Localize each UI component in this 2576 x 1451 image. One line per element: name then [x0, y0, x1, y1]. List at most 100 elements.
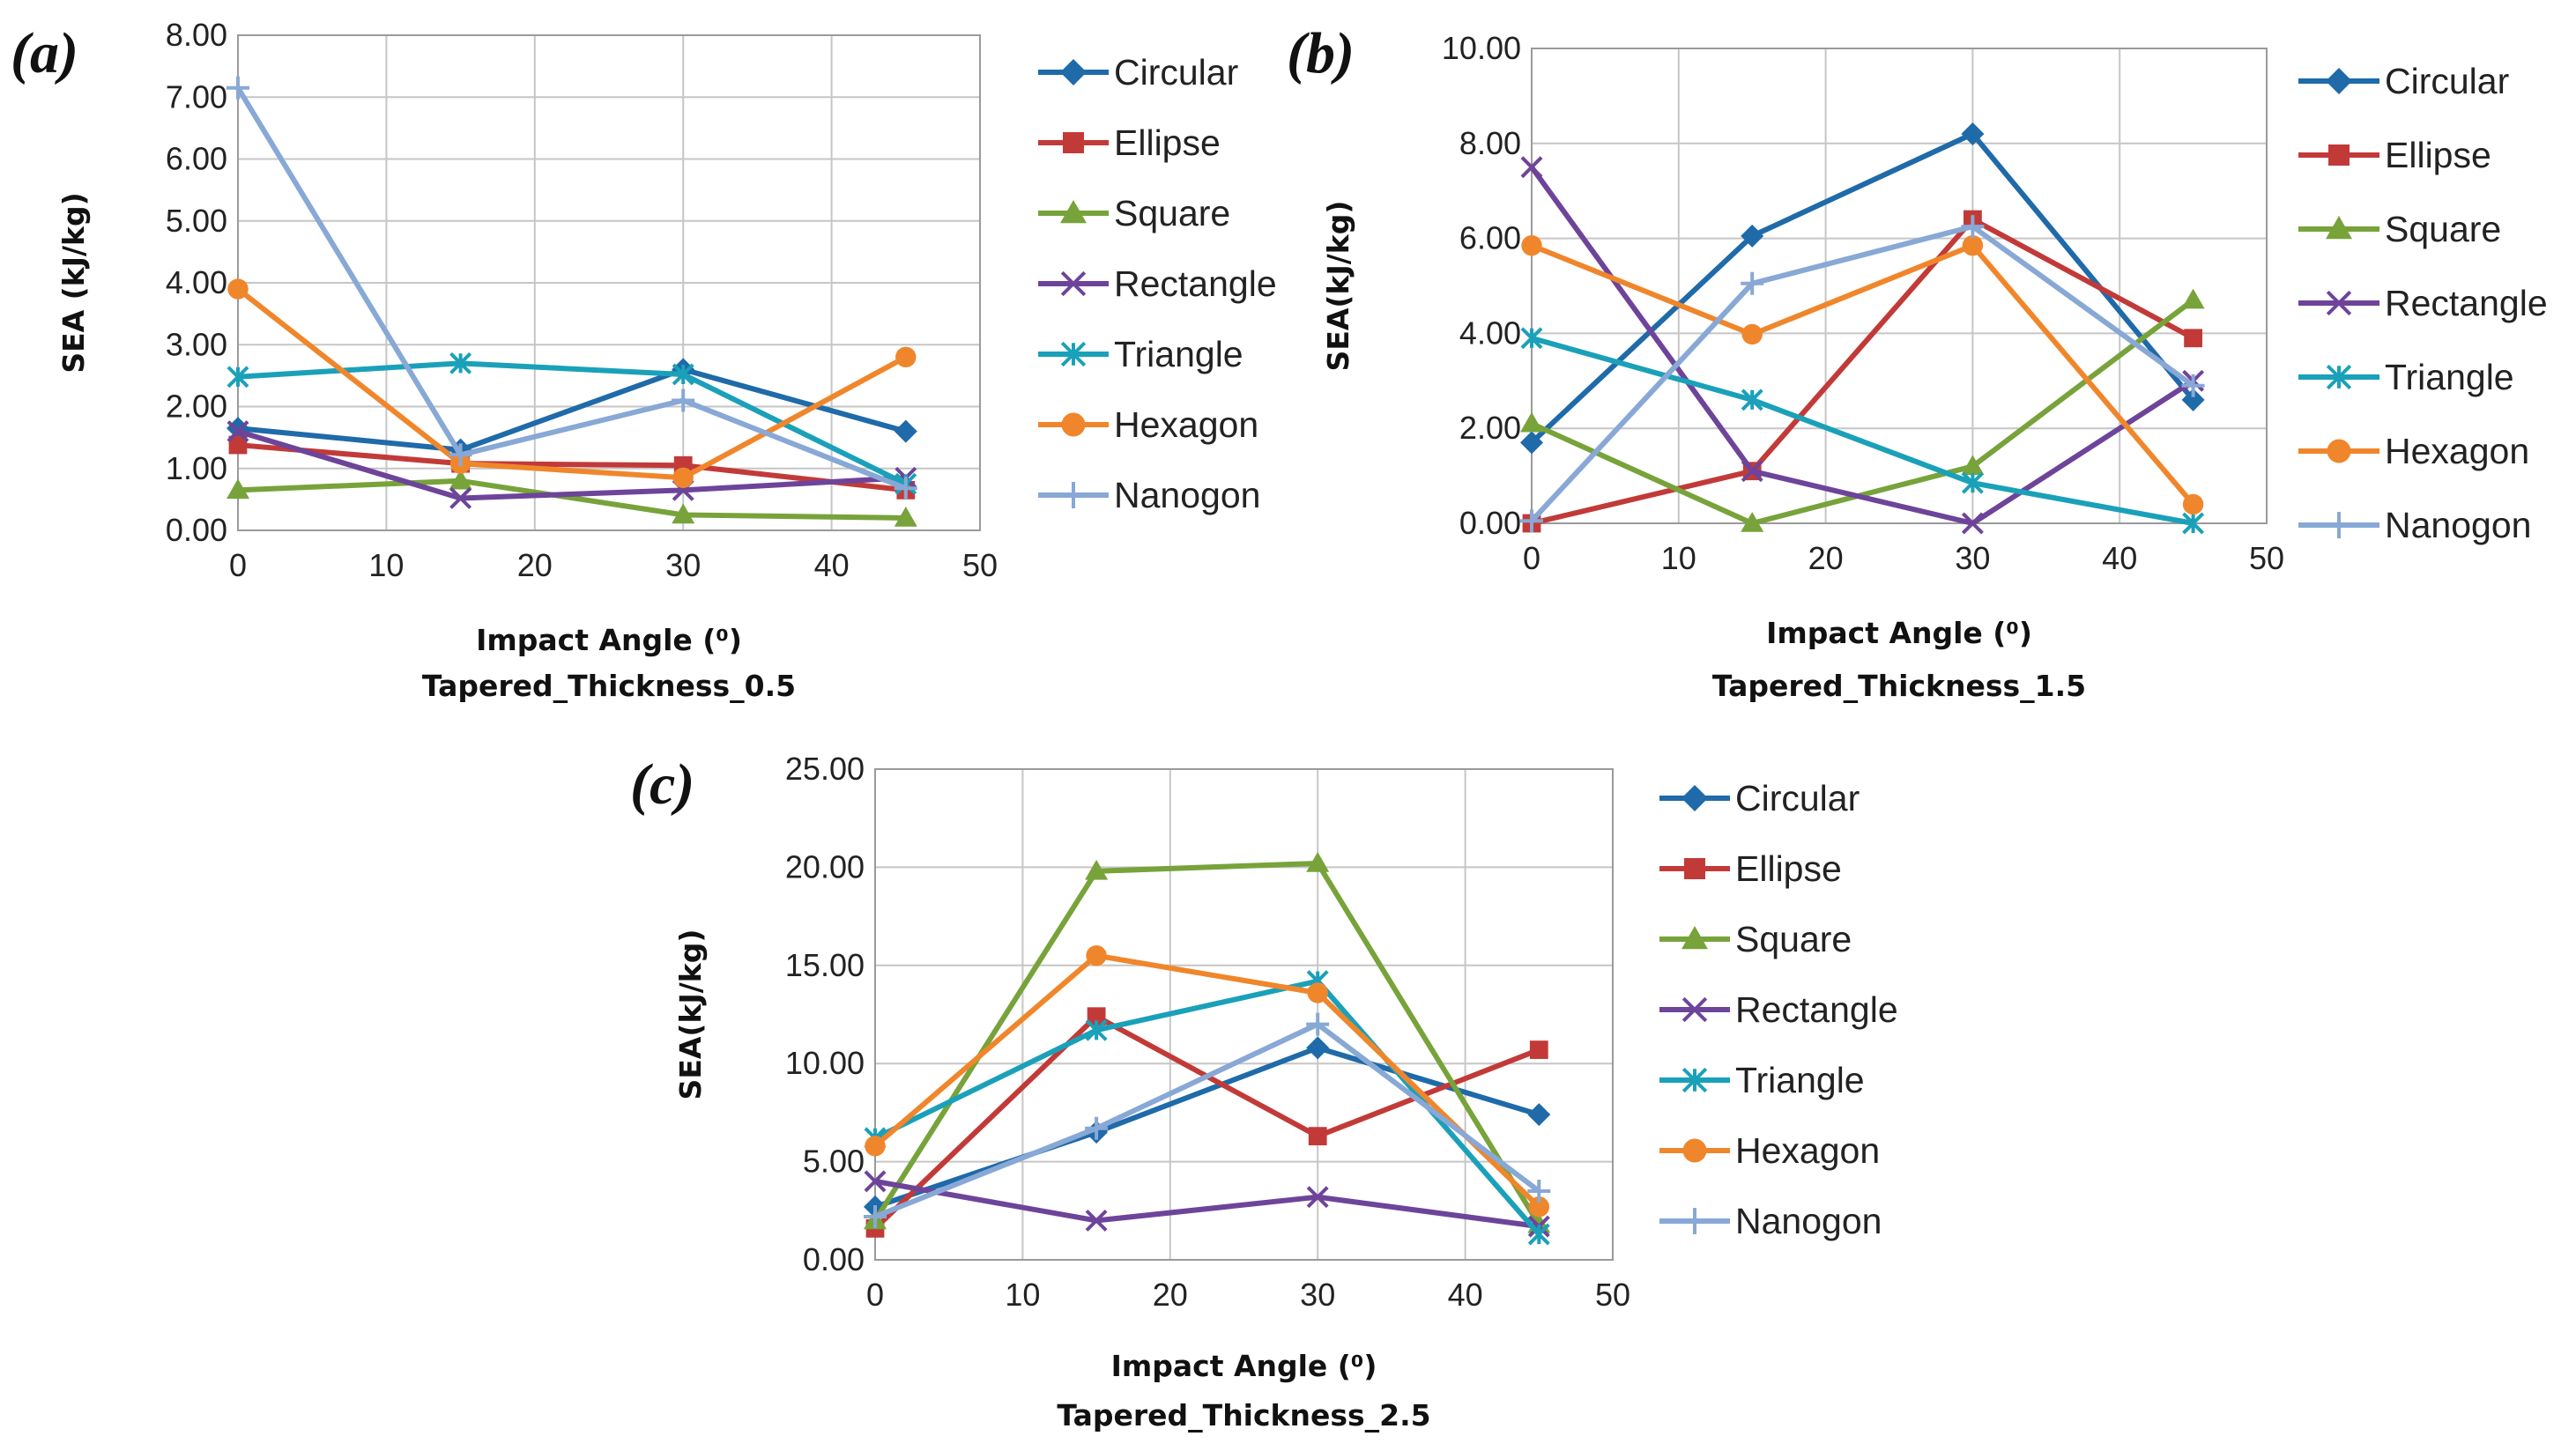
legend-label: Nanogon [1114, 475, 1260, 515]
data-point [1306, 851, 1330, 872]
legend-label: Rectangle [2385, 283, 2548, 323]
series-line-rectangle [237, 428, 906, 501]
legend-marker-circle-icon [1682, 1138, 1707, 1163]
series-line-hexagon [873, 952, 1541, 1210]
legend-item-rectangle: Rectangle [2298, 283, 2548, 323]
data-point [1741, 389, 1763, 411]
data-point [1086, 944, 1107, 966]
series-nanogon [226, 76, 917, 500]
data-point [1306, 1012, 1330, 1036]
legend-item-hexagon: Hexagon [2298, 431, 2529, 471]
data-point [1308, 1127, 1327, 1146]
y-axis-title: SEA (kJ/kg) [56, 192, 91, 373]
data-point [1520, 156, 1543, 179]
legend-marker-plus-icon [1060, 482, 1087, 508]
legend-item-hexagon: Hexagon [1038, 404, 1258, 445]
data-point [672, 503, 695, 524]
legend-marker-diamond-icon [1681, 785, 1708, 811]
data-point [226, 366, 249, 389]
series-nanogon [864, 1012, 1551, 1228]
x-tick-label: 50 [962, 547, 998, 583]
legend-label: Rectangle [1114, 263, 1277, 304]
legend-marker-x-icon [1681, 996, 1708, 1023]
plot-area [874, 768, 1614, 1261]
legend-marker-star-icon [1681, 1067, 1708, 1093]
legend-label: Square [2385, 209, 2501, 249]
legend-marker-x-icon [2326, 290, 2352, 316]
panel-label: (a) [11, 21, 78, 85]
series-line-triangle [237, 360, 908, 487]
data-point [1085, 859, 1109, 880]
legend-marker-diamond-icon [2326, 68, 2352, 94]
legend-item-nanogon: Nanogon [1659, 1201, 1882, 1241]
data-point [1962, 234, 1984, 256]
data-point [1527, 1103, 1551, 1127]
y-axis-title: SEA(kJ/kg) [673, 929, 708, 1100]
x-tick-label: 10 [1661, 540, 1696, 576]
data-point [1520, 509, 1543, 533]
legend-item-rectangle: Rectangle [1659, 989, 1898, 1030]
data-point [2181, 374, 2205, 397]
chart-2: 0.00 2.00 4.00 6.00 8.00 10.00 0 10 20 30 40 50 SEA(… [1287, 21, 2548, 703]
x-tick-label: 20 [1153, 1277, 1188, 1313]
data-point [1307, 982, 1328, 1003]
data-point [1961, 455, 1985, 476]
series-hexagon [865, 944, 1550, 1218]
y-tick-label: 7.00 [166, 78, 227, 115]
data-point [1741, 224, 1764, 248]
y-tick-label: 10.00 [785, 1045, 865, 1081]
x-tick-label: 30 [1300, 1277, 1335, 1313]
y-tick-label: 5.00 [803, 1144, 865, 1180]
legend-label: Triangle [1114, 334, 1243, 374]
chart-subtitle: Tapered_Thickness_1.5 [1712, 669, 2086, 703]
legend-item-rectangle: Rectangle [1038, 263, 1277, 304]
series-hexagon [1521, 234, 2204, 515]
legend-marker-star-icon [2326, 364, 2352, 390]
data-point [1085, 1209, 1108, 1232]
data-point [1527, 1180, 1551, 1203]
data-point [1961, 512, 1984, 535]
chart-3: 0.00 5.00 10.00 15.00 20.00 25.00 0 10 20 30 40 50 S… [630, 751, 1898, 1432]
legend-item-square: Square [1659, 919, 1852, 959]
data-point [449, 469, 472, 490]
series-line-nanogon [1529, 224, 2195, 523]
x-tick-label: 50 [2249, 540, 2284, 576]
series-line-ellipse [237, 442, 907, 493]
legend-label: Hexagon [1735, 1130, 1880, 1171]
data-point [226, 478, 249, 500]
series-line-ellipse [1531, 217, 2195, 526]
y-tick-label: 10.00 [1442, 30, 1521, 66]
legend-item-ellipse: Ellipse [1659, 848, 1842, 889]
legend-marker-plus-icon [2326, 512, 2352, 538]
data-point [1085, 1116, 1109, 1140]
series-line-nanogon [235, 86, 907, 492]
data-point [1961, 471, 1984, 494]
series-line-circular [1529, 131, 2195, 445]
data-point [894, 477, 917, 500]
data-point [1520, 411, 1543, 433]
x-tick-label: 30 [665, 547, 701, 583]
y-tick-label: 8.00 [1459, 125, 1521, 161]
series-nanogon [1520, 215, 2205, 533]
data-point [1306, 1036, 1330, 1060]
series-line-square [872, 860, 1541, 1226]
y-tick-label: 8.00 [166, 17, 227, 53]
data-point [672, 389, 695, 412]
legend-item-triangle: Triangle [1659, 1060, 1865, 1100]
x-tick-label: 30 [1955, 540, 1990, 576]
series-line-hexagon [236, 286, 908, 481]
data-point [2182, 493, 2204, 515]
legend-marker-square-icon [2328, 144, 2350, 166]
y-tick-label: 0.00 [166, 512, 227, 548]
legend-marker-circle-icon [2327, 439, 2351, 463]
data-point [226, 420, 249, 443]
legend-item-triangle: Triangle [1038, 334, 1243, 374]
legend-marker-circle-icon [1061, 412, 1086, 437]
y-tick-label: 0.00 [803, 1241, 865, 1277]
x-tick-label: 40 [2102, 540, 2137, 576]
panel-label: (c) [630, 752, 694, 817]
data-point [864, 1204, 887, 1228]
legend-item-ellipse: Ellipse [2298, 135, 2491, 175]
x-tick-label: 50 [1595, 1277, 1630, 1313]
